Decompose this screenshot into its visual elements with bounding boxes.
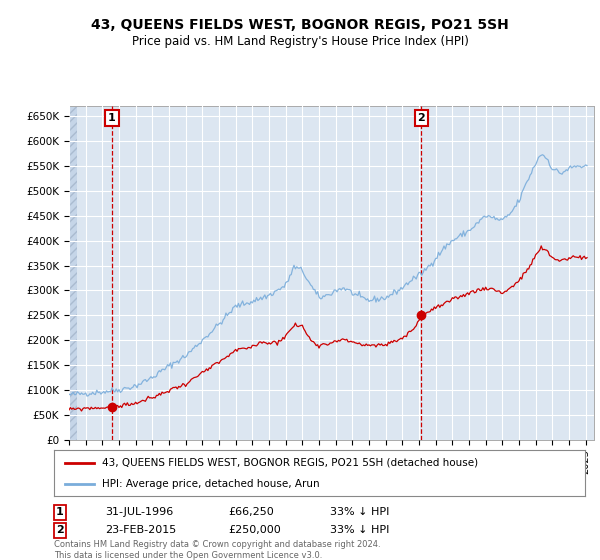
Text: £250,000: £250,000 xyxy=(228,525,281,535)
Text: 31-JUL-1996: 31-JUL-1996 xyxy=(105,507,173,517)
Text: 43, QUEENS FIELDS WEST, BOGNOR REGIS, PO21 5SH: 43, QUEENS FIELDS WEST, BOGNOR REGIS, PO… xyxy=(91,18,509,32)
Text: HPI: Average price, detached house, Arun: HPI: Average price, detached house, Arun xyxy=(102,479,319,489)
Text: 23-FEB-2015: 23-FEB-2015 xyxy=(105,525,176,535)
Text: Contains HM Land Registry data © Crown copyright and database right 2024.
This d: Contains HM Land Registry data © Crown c… xyxy=(54,540,380,559)
Text: Price paid vs. HM Land Registry's House Price Index (HPI): Price paid vs. HM Land Registry's House … xyxy=(131,35,469,49)
Text: 1: 1 xyxy=(108,113,116,123)
Text: 2: 2 xyxy=(56,525,64,535)
Text: 2: 2 xyxy=(418,113,425,123)
Text: £66,250: £66,250 xyxy=(228,507,274,517)
Text: 43, QUEENS FIELDS WEST, BOGNOR REGIS, PO21 5SH (detached house): 43, QUEENS FIELDS WEST, BOGNOR REGIS, PO… xyxy=(102,458,478,468)
Text: 1: 1 xyxy=(56,507,64,517)
Text: 33% ↓ HPI: 33% ↓ HPI xyxy=(330,525,389,535)
Text: 33% ↓ HPI: 33% ↓ HPI xyxy=(330,507,389,517)
